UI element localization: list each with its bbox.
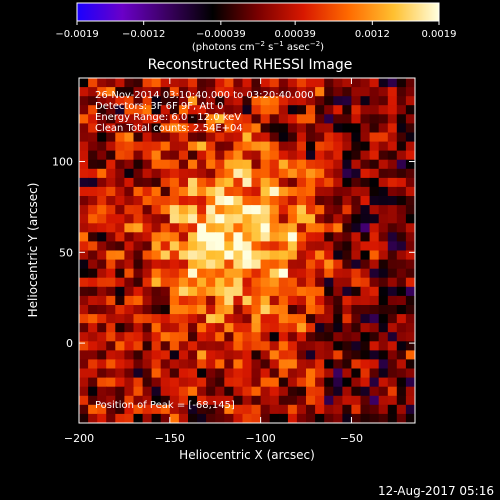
- colorbar-tick-label: −0.0019: [55, 29, 98, 40]
- colorbar-tick-label: 0.0012: [355, 29, 390, 40]
- x-axis-title: Heliocentric X (arcsec): [179, 448, 315, 462]
- heatmap-cells: [79, 78, 415, 423]
- colorbar: −0.0019 −0.0012 −0.00039 0.00039 0.0012 0.001…: [55, 2, 457, 53]
- x-tick-label: −200: [64, 432, 94, 445]
- colorbar-tick-label: −0.0012: [122, 29, 165, 40]
- annotation-peak-position: Position of Peak = [-68,145]: [95, 400, 235, 411]
- colorbar-tick-label: 0.00039: [274, 29, 315, 40]
- x-tick-label: −100: [246, 432, 276, 445]
- chart-title: Reconstructed RHESSI Image: [148, 57, 353, 73]
- annotation-block: 26-Nov-2014 03:10:40.000 to 03:20:40.000…: [95, 90, 314, 411]
- plot-frame: [78, 77, 416, 424]
- colorbar-ticks: −0.0019 −0.0012 −0.00039 0.00039 0.0012 0.001…: [55, 21, 457, 40]
- y-tick-label: 0: [66, 337, 73, 350]
- annotation-total-counts: Clean Total counts: 2.54E+04: [95, 123, 243, 134]
- colorbar-unit-label: (photons cm−2 s−1 asec−2): [192, 40, 324, 53]
- y-axis-ticks: 100 50 0: [52, 156, 415, 350]
- colorbar-gradient: [76, 2, 440, 22]
- x-tick-label: −150: [155, 432, 185, 445]
- annotation-energy-range: Energy Range: 6.0 - 12.0 keV: [95, 112, 241, 123]
- annotation-detectors: Detectors: 3F 6F 9F, Att 0: [95, 101, 223, 112]
- x-tick-label: −50: [340, 432, 363, 445]
- x-axis-ticks: −200 −150 −100 −50: [64, 78, 363, 445]
- y-tick-label: 100: [52, 156, 73, 169]
- y-axis-title: Heliocentric Y (arcsec): [26, 183, 40, 318]
- heatmap-area: [79, 78, 415, 423]
- y-tick-label: 50: [59, 246, 73, 259]
- footer-date: 12-Aug-2017 05:16: [378, 484, 494, 498]
- colorbar-tick-label: 0.0019: [422, 29, 457, 40]
- annotation-time-range: 26-Nov-2014 03:10:40.000 to 03:20:40.000: [95, 90, 314, 101]
- colorbar-tick-label: −0.00039: [196, 29, 246, 40]
